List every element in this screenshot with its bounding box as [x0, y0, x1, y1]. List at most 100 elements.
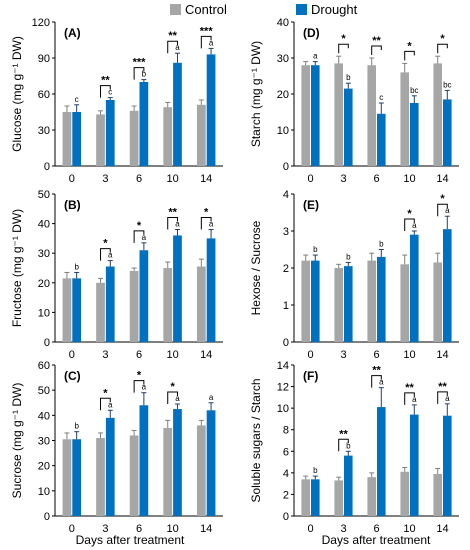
significance-marker: * — [204, 207, 209, 219]
significance-bracket — [338, 438, 349, 452]
group-letter: b — [346, 441, 351, 450]
y-tick-label: 10 — [38, 307, 50, 319]
y-tick-label: 50 — [38, 189, 50, 201]
x-tick-label: 3 — [102, 523, 108, 535]
y-tick-label: 4 — [283, 468, 289, 480]
bar-control — [196, 104, 206, 166]
group-letter: a — [445, 206, 450, 215]
bar-control — [129, 110, 139, 166]
x-tick-label: 0 — [307, 523, 313, 535]
x-tick-label: 6 — [136, 523, 142, 535]
x-tick-label: 10 — [166, 523, 178, 535]
significance-marker: * — [440, 33, 445, 45]
significance-marker: * — [137, 370, 142, 382]
y-tick-label: 2 — [283, 489, 289, 501]
x-tick-label: 14 — [436, 173, 448, 185]
significance-bracket — [404, 392, 415, 405]
panel-label: (E) — [303, 198, 319, 212]
significance-marker: * — [137, 220, 142, 232]
bar-drought — [311, 65, 320, 166]
y-tick-label: 0 — [283, 337, 289, 349]
y-tick-label: 20 — [38, 461, 50, 473]
y-tick-label: 0 — [44, 161, 50, 173]
group-letter: a — [175, 220, 180, 229]
bar-drought — [105, 100, 115, 166]
x-tick-label: 6 — [136, 173, 142, 185]
bar-drought — [344, 455, 353, 516]
panel-label: (B) — [64, 198, 81, 212]
significance-marker: * — [407, 208, 412, 220]
x-tick-label: 10 — [166, 173, 178, 185]
x-tick-label: 14 — [200, 173, 212, 185]
bar-drought — [410, 103, 419, 166]
bar-control — [163, 268, 173, 342]
bar-control — [367, 477, 376, 516]
x-tick-label: 14 — [200, 523, 212, 535]
y-tick-label: 10 — [277, 125, 289, 137]
significance-bracket — [404, 218, 415, 231]
bar-control — [433, 473, 442, 516]
x-tick-label: 14 — [436, 523, 448, 535]
bar-drought — [311, 479, 320, 516]
significance-marker: ** — [168, 30, 177, 42]
group-letter: a — [108, 400, 113, 409]
significance-bracket — [133, 67, 145, 80]
bar-drought — [72, 278, 82, 342]
group-letter: a — [209, 393, 214, 402]
significance-marker: * — [440, 193, 445, 205]
bar-control — [62, 112, 72, 166]
y-tick-label: 3 — [283, 226, 289, 238]
group-letter: a — [379, 378, 384, 387]
y-axis-label: Fructose (mg g⁻¹ DW) — [10, 209, 24, 327]
bar-drought — [139, 405, 149, 516]
bar-control — [96, 282, 105, 342]
significance-bracket — [371, 375, 382, 388]
x-tick-label: 10 — [166, 349, 178, 361]
group-letter: a — [313, 52, 318, 61]
significance-marker: ** — [339, 428, 348, 440]
y-tick-label: 0 — [283, 511, 289, 523]
bar-drought — [72, 439, 82, 516]
x-tick-label: 6 — [373, 173, 379, 185]
bar-control — [301, 260, 310, 342]
significance-bracket — [167, 40, 178, 54]
bar-drought — [72, 112, 82, 166]
panel-label: (C) — [64, 369, 81, 383]
y-tick-label: 120 — [32, 17, 50, 29]
bar-drought — [173, 235, 182, 342]
group-letter: b — [74, 422, 79, 431]
group-letter: a — [142, 233, 147, 242]
bar-control — [334, 63, 343, 166]
legend: Control Drought — [170, 2, 358, 17]
bar-control — [433, 63, 442, 166]
y-tick-label: 40 — [38, 410, 50, 422]
y-axis-label: Glucose (mg g⁻¹ DW) — [10, 36, 24, 152]
bar-drought — [105, 266, 115, 342]
group-letter: a — [175, 394, 180, 403]
bar-control — [400, 471, 409, 516]
legend-swatch-drought — [296, 4, 307, 15]
significance-marker: *** — [133, 57, 147, 69]
bar-control — [367, 260, 376, 342]
x-tick-label: 14 — [200, 349, 212, 361]
bar-drought — [173, 409, 182, 516]
y-tick-label: 50 — [38, 385, 50, 397]
significance-bracket — [200, 35, 212, 49]
y-tick-label: 8 — [283, 425, 289, 437]
bar-drought — [206, 410, 216, 516]
x-tick-label: 6 — [373, 349, 379, 361]
y-tick-label: 40 — [38, 219, 50, 231]
group-letter: a — [445, 394, 450, 403]
bar-drought — [443, 415, 452, 516]
significance-bracket — [437, 203, 448, 217]
y-tick-label: 30 — [38, 125, 50, 137]
x-tick-label: 0 — [307, 173, 313, 185]
y-tick-label: 0 — [283, 161, 289, 173]
bar-drought — [139, 82, 149, 166]
x-tick-label: 14 — [436, 349, 448, 361]
y-axis-label: Hexose / Sucrose — [249, 220, 263, 315]
bar-control — [400, 264, 409, 342]
bar-drought — [206, 54, 216, 166]
bar-drought — [105, 417, 115, 516]
